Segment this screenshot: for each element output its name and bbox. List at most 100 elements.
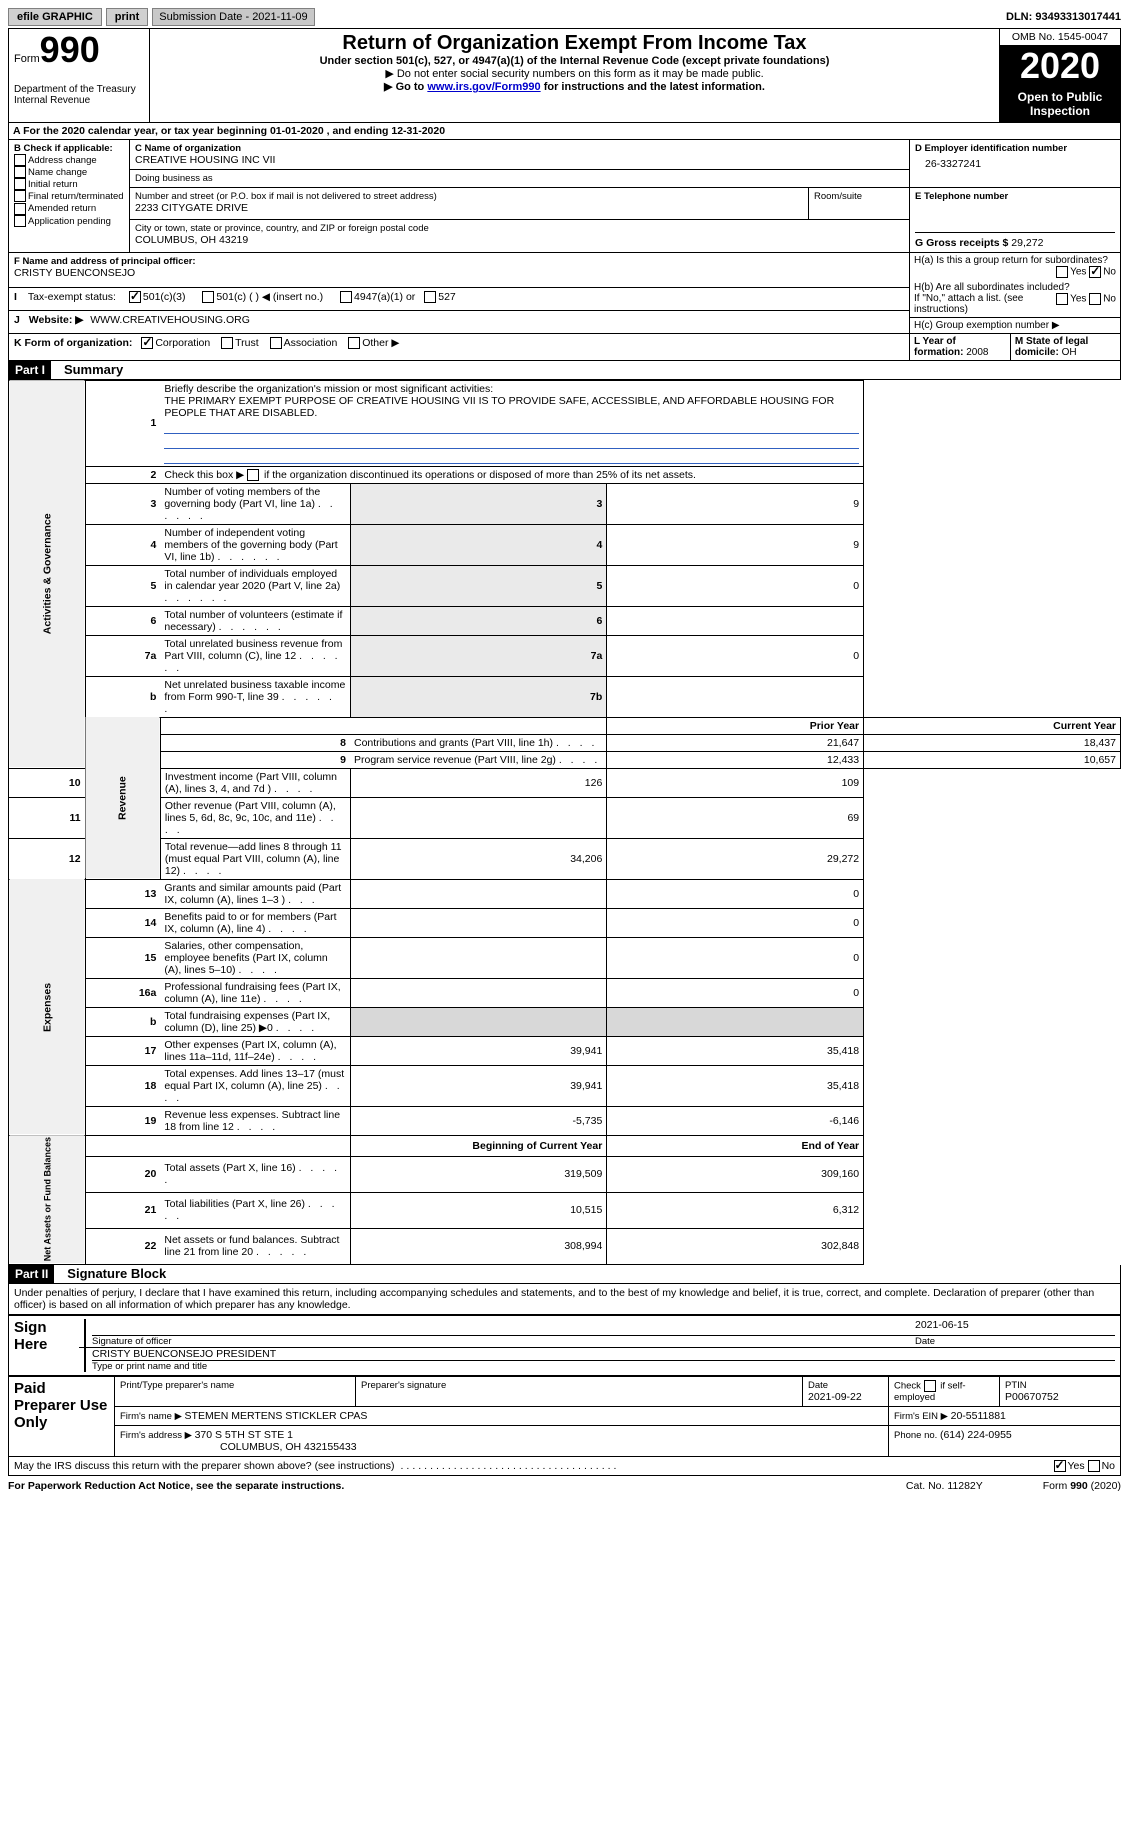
- firm-addr1: 370 S 5TH ST STE 1: [195, 1429, 293, 1441]
- prep-date: 2021-09-22: [808, 1391, 883, 1403]
- principal-officer: CRISTY BUENCONSEJO: [14, 267, 904, 279]
- opt-amended[interactable]: Amended return: [14, 202, 124, 214]
- ha-no[interactable]: No: [1103, 266, 1116, 277]
- line4-ln: 4: [350, 524, 607, 565]
- dln: DLN: 93493313017441: [1006, 11, 1121, 23]
- line15-prior: [350, 937, 607, 978]
- line16a-num: 16a: [85, 978, 160, 1007]
- officer-name-sub: Type or print name and title: [92, 1361, 1115, 1372]
- period-mid: , and ending: [324, 125, 392, 137]
- may-irs-text: May the IRS discuss this return with the…: [14, 1460, 395, 1472]
- firm-name-label: Firm's name ▶: [120, 1411, 185, 1422]
- line2-text: Check this box ▶ if the organization dis…: [160, 466, 863, 483]
- cat-no: Cat. No. 11282Y: [906, 1480, 983, 1492]
- opt-trust[interactable]: Trust: [235, 337, 259, 349]
- sign-here-label: Sign Here: [14, 1319, 74, 1353]
- line5-num: 5: [85, 565, 160, 606]
- phone-label: Phone no.: [894, 1430, 940, 1441]
- lineb-num: b: [85, 1007, 160, 1036]
- line22-num: 22: [85, 1228, 160, 1264]
- opt-527[interactable]: 527: [438, 291, 456, 303]
- form-footer: Form 990 (2020): [1043, 1480, 1121, 1492]
- line7a-desc: Total unrelated business revenue from Pa…: [160, 635, 350, 676]
- line8-num: 8: [160, 734, 350, 751]
- line7a-ln: 7a: [350, 635, 607, 676]
- h-b: H(b) Are all subordinates included?: [914, 282, 1070, 293]
- line8-current: 18,437: [864, 734, 1121, 751]
- line14-num: 14: [85, 908, 160, 937]
- section-i: I: [14, 291, 17, 303]
- state-domicile-label: M State of legal domicile:: [1015, 336, 1088, 358]
- section-k-label: K Form of organization:: [14, 337, 132, 349]
- col-end-year: End of Year: [607, 1135, 864, 1156]
- line6-desc: Total number of volunteers (estimate if …: [160, 606, 350, 635]
- line5-desc: Total number of individuals employed in …: [160, 565, 350, 606]
- hb-yes[interactable]: Yes: [1070, 293, 1086, 304]
- line15-desc: Salaries, other compensation, employee b…: [160, 937, 350, 978]
- opt-app-pending[interactable]: Application pending: [14, 215, 124, 227]
- opt-501c3[interactable]: 501(c)(3): [143, 291, 186, 303]
- may-irs-no[interactable]: No: [1102, 1460, 1115, 1472]
- col-beginning-year: Beginning of Current Year: [350, 1135, 607, 1156]
- line3-num: 3: [85, 483, 160, 524]
- line19-prior: -5,735: [350, 1106, 607, 1135]
- ha-yes[interactable]: Yes: [1070, 266, 1086, 277]
- paid-preparer-label: Paid Preparer Use Only: [14, 1380, 109, 1431]
- phone: (614) 224-0955: [940, 1429, 1012, 1441]
- may-irs-row: May the IRS discuss this return with the…: [8, 1457, 1121, 1476]
- dln-label: DLN:: [1006, 11, 1035, 23]
- form-header: Form990 Department of the Treasury Inter…: [8, 28, 1121, 123]
- col-current-year: Current Year: [864, 717, 1121, 734]
- goto-post: for instructions and the latest informat…: [541, 81, 765, 93]
- line4-desc: Number of independent voting members of …: [160, 524, 350, 565]
- form-number: 990: [40, 29, 100, 70]
- opt-name-change[interactable]: Name change: [14, 166, 124, 178]
- opt-association[interactable]: Association: [284, 337, 338, 349]
- self-employed[interactable]: Check if self-employed: [889, 1377, 1000, 1407]
- line10-current: 109: [607, 768, 864, 797]
- goto-line: ▶ Go to www.irs.gov/Form990 for instruct…: [155, 80, 994, 93]
- line20-end: 309,160: [607, 1156, 864, 1192]
- line15-current: 0: [607, 937, 864, 978]
- omb-number: OMB No. 1545-0047: [1000, 29, 1120, 46]
- governance-label: Activities & Governance: [9, 380, 86, 768]
- opt-address-change[interactable]: Address change: [14, 154, 124, 166]
- goto-pre: ▶ Go to: [384, 81, 427, 93]
- form-prefix: Form: [14, 53, 40, 65]
- lineb-num: b: [85, 676, 160, 717]
- prep-sig-label: Preparer's signature: [361, 1380, 797, 1391]
- addr-label: Number and street (or P.O. box if mail i…: [135, 191, 803, 202]
- lineb-val: [607, 676, 864, 717]
- org-name: CREATIVE HOUSING INC VII: [135, 154, 904, 166]
- firm-name: STEMEN MERTENS STICKLER CPAS: [185, 1410, 368, 1422]
- opt-other[interactable]: Other ▶: [362, 337, 399, 349]
- lineb-desc: Net unrelated business taxable income fr…: [160, 676, 350, 717]
- ein: 26-3327241: [915, 154, 1115, 170]
- submission-date-box: Submission Date - 2021-11-09: [152, 8, 314, 26]
- line4-val: 9: [607, 524, 864, 565]
- line3-val: 9: [607, 483, 864, 524]
- city-state-zip: COLUMBUS, OH 43219: [135, 234, 904, 246]
- print-button[interactable]: print: [106, 8, 148, 26]
- ptin-label: PTIN: [1005, 1380, 1115, 1391]
- mission-text: THE PRIMARY EXEMPT PURPOSE OF CREATIVE H…: [164, 395, 834, 419]
- line10-num: 10: [9, 768, 86, 797]
- part1-table: Activities & Governance 1 Briefly descri…: [8, 380, 1121, 1265]
- may-irs-yes[interactable]: Yes: [1068, 1460, 1085, 1472]
- opt-501c[interactable]: 501(c) ( ) ◀ (insert no.): [216, 291, 323, 303]
- hb-no[interactable]: No: [1103, 293, 1116, 304]
- line21-num: 21: [85, 1192, 160, 1228]
- line21-end: 6,312: [607, 1192, 864, 1228]
- opt-final-return[interactable]: Final return/terminated: [14, 190, 124, 202]
- part2-title: Signature Block: [57, 1266, 166, 1281]
- line16a-desc: Professional fundraising fees (Part IX, …: [160, 978, 350, 1007]
- tax-year: 2020: [1000, 46, 1120, 86]
- opt-4947[interactable]: 4947(a)(1) or: [354, 291, 415, 303]
- opt-initial-return[interactable]: Initial return: [14, 178, 124, 190]
- paid-preparer-block: Paid Preparer Use Only Print/Type prepar…: [8, 1376, 1121, 1457]
- line6-val: [607, 606, 864, 635]
- part2-number: Part II: [9, 1265, 54, 1283]
- irs-link[interactable]: www.irs.gov/Form990: [427, 81, 540, 93]
- line11-num: 11: [9, 797, 86, 838]
- opt-corporation[interactable]: Corporation: [155, 337, 210, 349]
